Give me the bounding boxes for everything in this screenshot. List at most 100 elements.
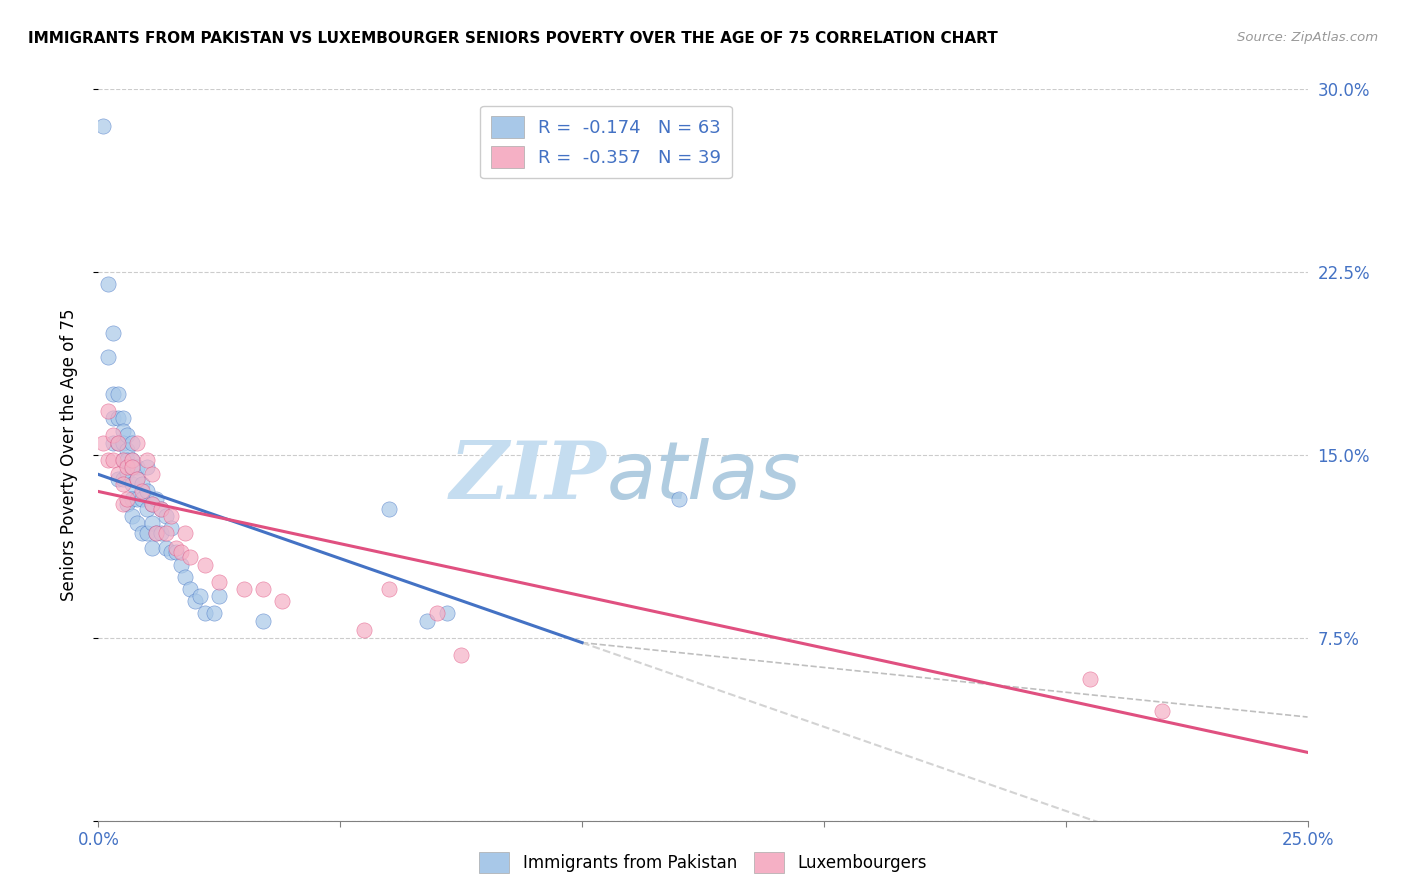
Point xyxy=(131,525,153,540)
Point xyxy=(117,452,139,467)
Point xyxy=(1152,704,1174,718)
Point xyxy=(353,624,375,638)
Point xyxy=(150,525,173,540)
Point xyxy=(127,460,149,475)
Point xyxy=(111,452,134,467)
Point xyxy=(377,501,399,516)
Point xyxy=(160,508,183,523)
Point xyxy=(127,472,149,486)
Point xyxy=(179,550,201,565)
Point xyxy=(121,508,143,523)
Point xyxy=(111,477,134,491)
Point xyxy=(252,582,274,596)
Point xyxy=(416,614,439,628)
Point xyxy=(107,387,129,401)
Point xyxy=(131,491,153,506)
Point xyxy=(121,452,143,467)
Point xyxy=(101,452,124,467)
Point xyxy=(208,574,231,589)
Point xyxy=(117,460,139,475)
Legend: R =  -0.174   N = 63, R =  -0.357   N = 39: R = -0.174 N = 63, R = -0.357 N = 39 xyxy=(481,105,733,178)
Point xyxy=(135,484,157,499)
Point xyxy=(188,590,211,604)
Point xyxy=(131,477,153,491)
Text: Source: ZipAtlas.com: Source: ZipAtlas.com xyxy=(1237,31,1378,45)
Point xyxy=(145,525,167,540)
Point xyxy=(111,424,134,438)
Point xyxy=(127,516,149,531)
Point xyxy=(135,460,157,475)
Point xyxy=(208,590,231,604)
Point xyxy=(179,582,201,596)
Point xyxy=(377,582,399,596)
Point xyxy=(101,435,124,450)
Point xyxy=(121,477,143,491)
Text: IMMIGRANTS FROM PAKISTAN VS LUXEMBOURGER SENIORS POVERTY OVER THE AGE OF 75 CORR: IMMIGRANTS FROM PAKISTAN VS LUXEMBOURGER… xyxy=(28,31,998,46)
Point xyxy=(101,411,124,425)
Point xyxy=(117,497,139,511)
Point xyxy=(174,525,197,540)
Point xyxy=(107,467,129,482)
Point xyxy=(145,491,167,506)
Point xyxy=(174,570,197,584)
Point xyxy=(97,351,120,365)
Point xyxy=(127,491,149,506)
Point xyxy=(127,472,149,486)
Point xyxy=(101,387,124,401)
Point xyxy=(271,594,294,608)
Point xyxy=(111,435,134,450)
Point xyxy=(121,460,143,475)
Point xyxy=(450,648,472,662)
Point xyxy=(184,594,207,608)
Point xyxy=(145,525,167,540)
Point xyxy=(111,452,134,467)
Point xyxy=(232,582,254,596)
Point xyxy=(91,435,114,450)
Point xyxy=(155,508,177,523)
Point xyxy=(107,411,129,425)
Point xyxy=(111,411,134,425)
Point xyxy=(111,497,134,511)
Point xyxy=(169,558,191,572)
Point xyxy=(160,545,183,559)
Point xyxy=(141,497,163,511)
Point xyxy=(426,607,449,621)
Point xyxy=(127,435,149,450)
Point xyxy=(135,525,157,540)
Point xyxy=(150,501,173,516)
Point xyxy=(141,541,163,555)
Point xyxy=(252,614,274,628)
Legend: Immigrants from Pakistan, Luxembourgers: Immigrants from Pakistan, Luxembourgers xyxy=(472,846,934,880)
Point xyxy=(97,404,120,418)
Point xyxy=(101,428,124,442)
Point xyxy=(1078,672,1101,686)
Text: atlas: atlas xyxy=(606,438,801,516)
Point xyxy=(155,525,177,540)
Point xyxy=(107,435,129,450)
Point xyxy=(155,541,177,555)
Text: ZIP: ZIP xyxy=(450,438,606,516)
Point xyxy=(117,465,139,479)
Point xyxy=(97,277,120,292)
Point xyxy=(135,452,157,467)
Point xyxy=(117,443,139,458)
Point xyxy=(131,484,153,499)
Point xyxy=(150,501,173,516)
Point xyxy=(141,516,163,531)
Point xyxy=(121,452,143,467)
Point xyxy=(111,472,134,486)
Point xyxy=(107,435,129,450)
Point xyxy=(160,521,183,535)
Point xyxy=(91,119,114,133)
Point xyxy=(204,607,226,621)
Point xyxy=(121,460,143,475)
Point xyxy=(165,545,187,559)
Point xyxy=(121,491,143,506)
Point xyxy=(194,607,217,621)
Point xyxy=(117,491,139,506)
Point xyxy=(121,435,143,450)
Point xyxy=(141,467,163,482)
Point xyxy=(135,501,157,516)
Point xyxy=(169,545,191,559)
Point xyxy=(194,558,217,572)
